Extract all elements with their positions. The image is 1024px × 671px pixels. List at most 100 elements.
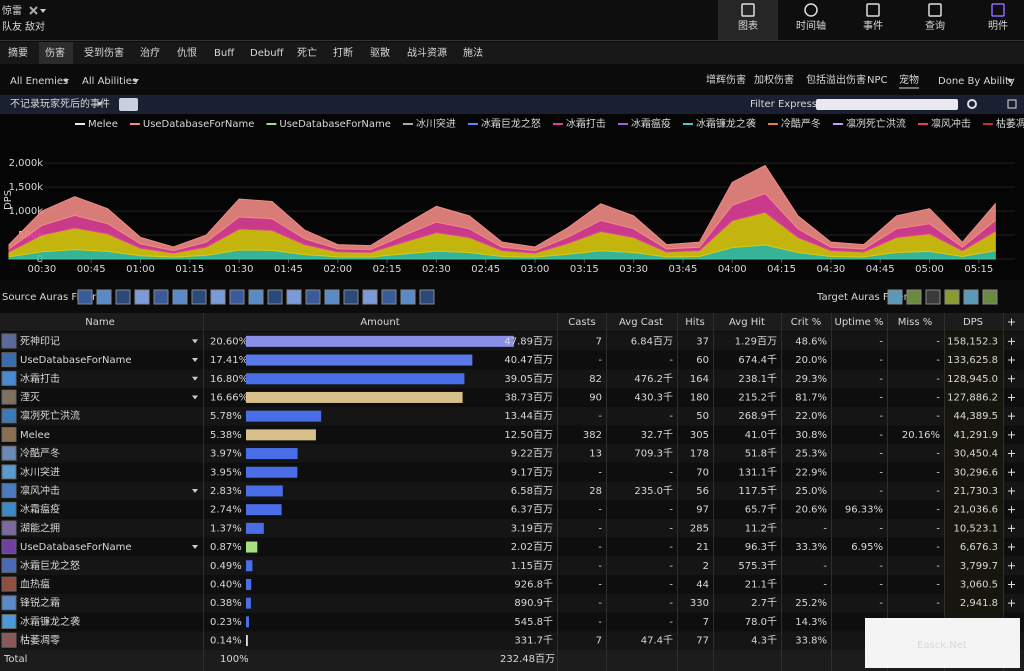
row[interactable] (0, 593, 1024, 613)
tab[interactable]: 受到伤害 (84, 46, 124, 59)
tab[interactable]: 伤害 (45, 46, 65, 59)
toggle[interactable] (119, 98, 138, 111)
filter-option[interactable]: 宠物 (899, 73, 919, 86)
column-header[interactable]: Casts (568, 317, 595, 328)
ability-name[interactable]: 凛风冲击 (20, 484, 60, 497)
legend-entry[interactable]: 冰川突进 (416, 117, 456, 130)
filter-option[interactable]: 增辉伤害 (706, 73, 746, 86)
ability-name[interactable]: 湖能之拥 (20, 521, 60, 534)
row[interactable] (0, 575, 1024, 594)
plus-icon[interactable] (1008, 524, 1015, 532)
aura-icon[interactable] (229, 289, 245, 305)
aura-icon[interactable] (172, 289, 188, 305)
aura-icon[interactable] (381, 289, 397, 305)
ability-name[interactable]: 枯萎凋零 (20, 634, 60, 647)
plus-icon[interactable] (1008, 506, 1015, 514)
aura-icon[interactable] (153, 289, 169, 305)
plus-icon[interactable] (1008, 393, 1015, 401)
plus-icon[interactable] (1008, 487, 1015, 495)
plus-icon[interactable] (1008, 450, 1015, 458)
row[interactable] (0, 612, 1024, 632)
filter[interactable]: All Enemies (10, 76, 68, 87)
plus-icon[interactable] (1008, 356, 1015, 364)
aura-icon[interactable] (906, 289, 922, 305)
tab[interactable]: 驱散 (370, 46, 390, 59)
aura-icon[interactable] (77, 289, 93, 305)
aura-icon[interactable] (963, 289, 979, 305)
tab[interactable]: 战斗资源 (407, 46, 447, 59)
tab[interactable]: 摘要 (8, 46, 28, 59)
nav-item[interactable]: 查询 (925, 19, 945, 32)
legend-entry[interactable]: 凛风冲击 (931, 117, 971, 130)
ability-name[interactable]: UseDatabaseForName (20, 542, 132, 553)
nav-item[interactable]: 明件 (988, 20, 1008, 32)
ability-name[interactable]: 锋锐之霜 (20, 596, 60, 609)
plus-icon[interactable] (1008, 337, 1015, 345)
aura-icon[interactable] (305, 289, 321, 305)
window-btn[interactable] (1007, 99, 1017, 109)
ability-name[interactable]: 冰川突进 (20, 465, 60, 478)
aura-icon[interactable] (400, 289, 416, 305)
ability-name[interactable]: 血热瘟 (20, 577, 50, 590)
ability-name[interactable]: 死神印记 (20, 334, 60, 347)
filter-input[interactable] (816, 99, 958, 110)
legend-entry[interactable]: 枯萎凋零 (996, 117, 1024, 130)
ability-name[interactable]: 湮灭 (20, 391, 40, 403)
plus-icon[interactable] (1008, 580, 1015, 588)
legend-entry[interactable]: 冷酷严冬 (781, 117, 821, 130)
plus-icon[interactable] (1008, 431, 1015, 439)
ability-name[interactable]: UseDatabaseForName (20, 355, 132, 366)
legend-entry[interactable]: UseDatabaseForName (143, 119, 255, 130)
nav-item[interactable]: 事件 (863, 19, 883, 32)
plus-icon[interactable] (1008, 543, 1015, 551)
side-tab[interactable]: 队友 (2, 20, 22, 33)
ability-name[interactable]: 冰霜镰龙之袭 (20, 615, 80, 628)
column-header[interactable]: Avg Cast (619, 317, 663, 328)
aura-icon[interactable] (343, 289, 359, 305)
gear[interactable] (967, 99, 977, 109)
column-header[interactable]: Avg Hit (729, 317, 765, 328)
ability-name[interactable]: 凛冽死亡洪流 (20, 409, 80, 422)
legend-entry[interactable]: UseDatabaseForName (279, 119, 391, 130)
legend-entry[interactable]: 冰霜瘟疫 (631, 117, 671, 130)
plus-icon[interactable] (1008, 562, 1015, 570)
nav-item[interactable]: 图表 (738, 19, 758, 32)
tab[interactable]: Debuff (250, 48, 285, 59)
ability-name[interactable]: 冰霜打击 (20, 372, 60, 385)
row[interactable] (0, 556, 1024, 576)
row[interactable] (0, 631, 1024, 650)
aura-icon[interactable] (267, 289, 283, 305)
nav-item[interactable]: 时间轴 (796, 19, 826, 32)
aura-icon[interactable] (925, 289, 941, 305)
column-header[interactable]: Name (85, 317, 115, 328)
filter-option[interactable]: NPC (867, 75, 888, 86)
tab[interactable]: 打断 (333, 46, 353, 59)
aura-icon[interactable] (982, 289, 998, 305)
aura-icon[interactable] (248, 289, 264, 305)
legend-entry[interactable]: Melee (88, 119, 118, 130)
view-select[interactable]: Done By Ability (938, 76, 1015, 87)
tab[interactable]: 仇恨 (177, 46, 197, 59)
ability-name[interactable]: 冷酷严冬 (20, 447, 60, 460)
ability-name[interactable]: 冰霜瘟疫 (20, 503, 60, 516)
aura-icon[interactable] (887, 289, 903, 305)
filter-option[interactable]: 包括溢出伤害 (806, 73, 866, 86)
tab[interactable]: 死亡 (297, 46, 317, 59)
aura-icon[interactable] (324, 289, 340, 305)
legend-entry[interactable]: 冰霜镰龙之袭 (696, 117, 756, 130)
filter-option[interactable]: 加权伤害 (754, 73, 794, 86)
plus-icon[interactable] (1008, 375, 1015, 383)
plus-icon[interactable] (1008, 468, 1015, 476)
aura-icon[interactable] (210, 289, 226, 305)
tab[interactable]: 施法 (463, 46, 483, 59)
column-header[interactable]: Miss % (898, 317, 933, 328)
aura-icon[interactable] (419, 289, 435, 305)
column-header[interactable]: Amount (360, 317, 399, 328)
column-header[interactable]: Uptime % (835, 317, 884, 328)
column-header[interactable]: DPS (963, 317, 983, 328)
aura-icon[interactable] (362, 289, 378, 305)
plus-icon[interactable] (1008, 599, 1015, 607)
tab[interactable]: 治疗 (140, 46, 160, 59)
legend-entry[interactable]: 冰霜打击 (566, 117, 606, 130)
death-filter[interactable]: 不记录玩家死后的事件 (10, 97, 110, 110)
